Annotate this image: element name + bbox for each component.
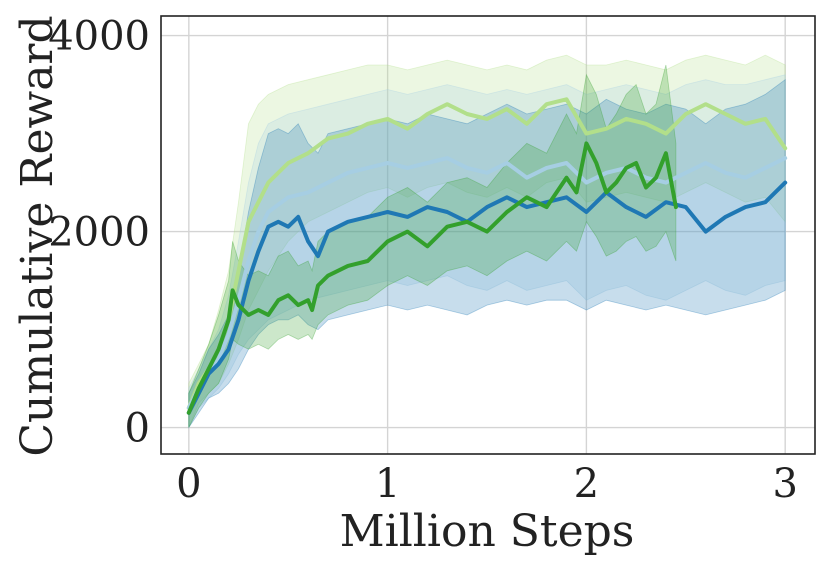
series-0-line bbox=[186, 97, 788, 410]
x-tick-label-0: 0 bbox=[176, 461, 201, 507]
x-tick-labels: 0 1 2 3 bbox=[176, 461, 798, 507]
x-axis-label: Million Steps bbox=[340, 506, 635, 557]
y-tick-labels: 0 2000 4000 bbox=[48, 14, 150, 452]
y-tick-label-0: 0 bbox=[125, 406, 150, 452]
series-0-band bbox=[188, 54, 786, 428]
y-tick-label-2: 4000 bbox=[48, 14, 150, 60]
series-3-band bbox=[188, 64, 677, 428]
series-3-line bbox=[186, 141, 678, 415]
x-tick-label-3: 3 bbox=[772, 461, 797, 507]
series-lines bbox=[186, 97, 788, 415]
x-tick-label-1: 1 bbox=[375, 461, 400, 507]
y-axis-label: Cumulative Reward bbox=[12, 15, 63, 456]
x-tick-label-2: 2 bbox=[574, 461, 599, 507]
y-tick-label-1: 2000 bbox=[48, 210, 150, 256]
plot-frame bbox=[160, 15, 816, 455]
series-2-line bbox=[186, 180, 788, 415]
